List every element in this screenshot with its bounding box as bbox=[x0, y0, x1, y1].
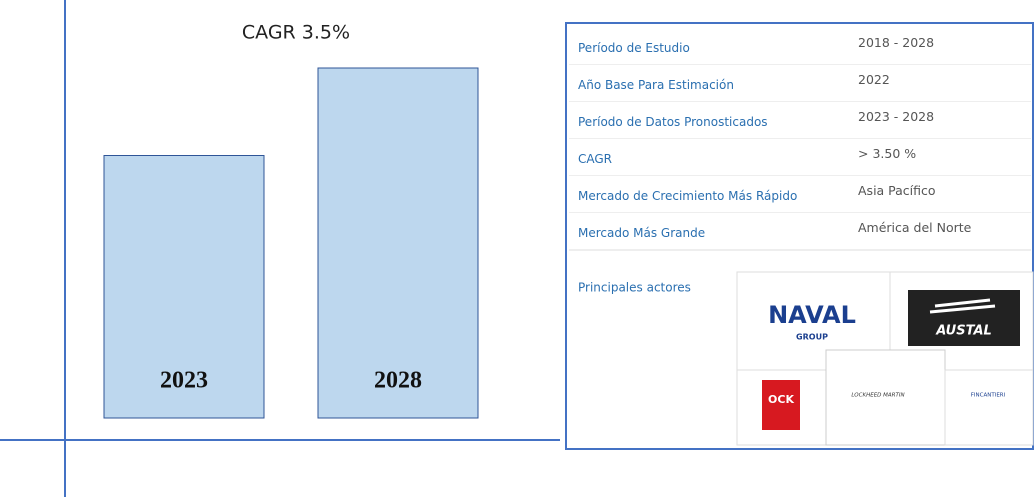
table: Período de Estudio 2018 - 2028 Año Base Pa… bbox=[569, 28, 1031, 251]
bar-label: 2023 bbox=[160, 368, 208, 394]
fincantieri-text: FINCANTIERI bbox=[971, 393, 1006, 399]
row-label: Año Base Para Estimación bbox=[578, 78, 734, 92]
row-value: 2023 - 2028 bbox=[858, 109, 934, 124]
ock-text: OCK bbox=[768, 393, 794, 406]
row-bg bbox=[569, 139, 1031, 176]
austal-logo bbox=[908, 290, 1020, 346]
row-bg bbox=[569, 28, 1031, 65]
row-value: América del Norte bbox=[858, 220, 972, 235]
row-label: Período de Estudio bbox=[578, 41, 690, 55]
logos: NAVAL GROUP AUSTAL OCK LOCKHEED MARTIN F… bbox=[736, 271, 1034, 446]
row-bg bbox=[569, 102, 1031, 139]
row-value: Asia Pacífico bbox=[858, 183, 936, 198]
chart-title: CAGR 3.5% bbox=[242, 22, 350, 44]
row-value: 2022 bbox=[858, 72, 890, 87]
row-bg bbox=[569, 213, 1031, 250]
logo-box bbox=[825, 349, 946, 446]
row-bg bbox=[569, 176, 1031, 213]
lockheed-text: LOCKHEED MARTIN bbox=[851, 393, 904, 399]
row-label: CAGR bbox=[578, 152, 612, 166]
row-label: Mercado Más Grande bbox=[578, 226, 705, 240]
naval-sub: GROUP bbox=[796, 333, 828, 342]
row-bg bbox=[569, 65, 1031, 102]
ock-logo bbox=[762, 380, 800, 430]
row-label: Mercado de Crecimiento Más Rápido bbox=[578, 189, 797, 203]
row-value: 2018 - 2028 bbox=[858, 35, 934, 50]
bar bbox=[317, 67, 479, 419]
naval-logo: NAVAL bbox=[768, 301, 856, 329]
bar-label: 2028 bbox=[374, 368, 422, 394]
bars: 2023 2028 bbox=[103, 67, 479, 419]
row-value: > 3.50 % bbox=[858, 146, 916, 161]
austal-text: AUSTAL bbox=[935, 324, 992, 339]
logo-box bbox=[944, 369, 1034, 446]
players-label: Principales actores bbox=[578, 281, 691, 295]
row-label: Período de Datos Pronosticados bbox=[578, 115, 768, 129]
austal-mark bbox=[929, 298, 996, 314]
bar bbox=[103, 155, 265, 419]
